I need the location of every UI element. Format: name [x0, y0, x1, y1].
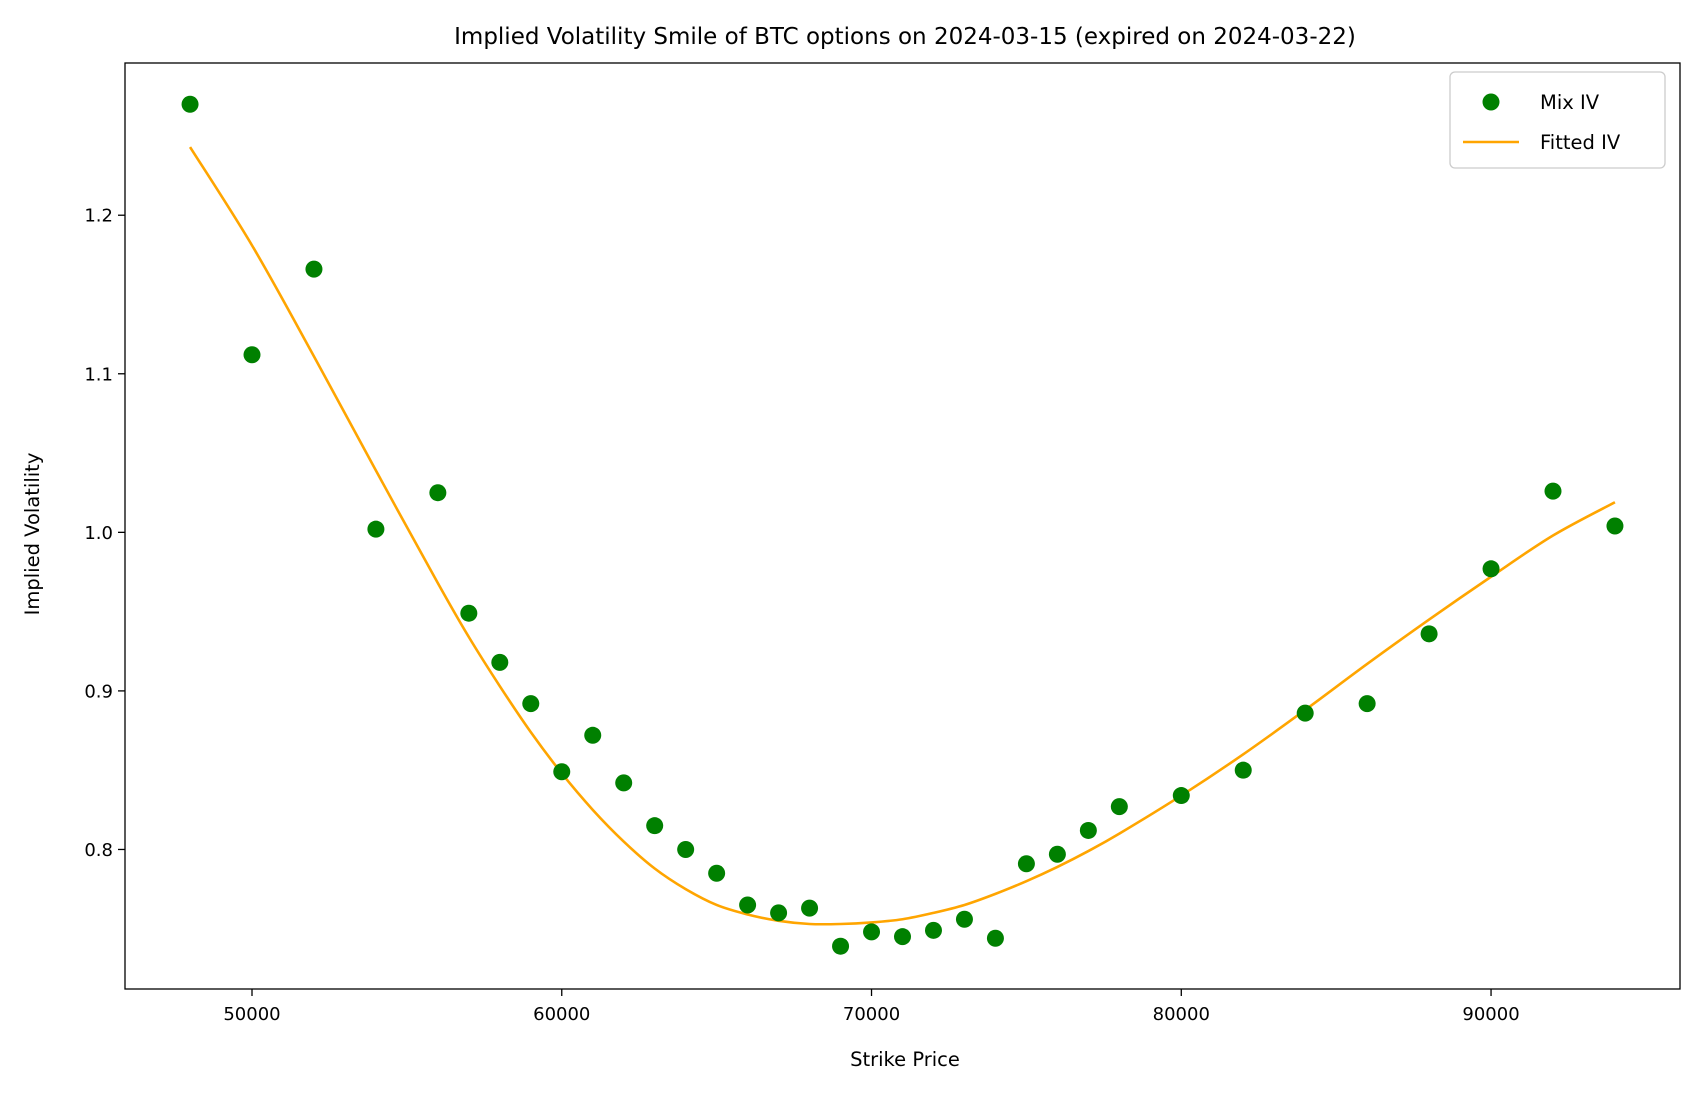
chart-title: Implied Volatility Smile of BTC options …	[454, 24, 1356, 50]
y-tick-label: 1.1	[84, 364, 113, 385]
mix-iv-point	[801, 899, 819, 917]
mix-iv-point	[522, 695, 540, 713]
mix-iv-point	[1172, 787, 1190, 805]
mix-iv-point	[553, 763, 571, 781]
mix-iv-point	[646, 817, 664, 835]
mix-iv-point	[429, 484, 447, 502]
mix-iv-point	[615, 774, 633, 792]
mix-iv-point	[955, 910, 973, 928]
fitted-iv-series	[188, 146, 1616, 926]
mix-iv-point	[1079, 821, 1097, 839]
mix-iv-point	[367, 520, 385, 538]
mix-iv-point	[1234, 761, 1252, 779]
mix-iv-point	[863, 923, 881, 941]
mix-iv-point	[894, 928, 911, 946]
mix-iv-point	[1544, 482, 1562, 500]
fitted-iv-line	[188, 146, 1616, 926]
mix-iv-point	[1110, 798, 1128, 816]
mix-iv-point	[181, 95, 199, 113]
legend: Mix IV Fitted IV	[1449, 71, 1666, 169]
mix-iv-point	[739, 896, 757, 914]
x-axis-label: Strike Price	[850, 1048, 960, 1071]
y-tick-label: 0.8	[84, 840, 113, 861]
mix-iv-point	[1606, 517, 1624, 535]
mix-iv-point	[1482, 560, 1500, 578]
mix-iv-point	[986, 929, 1004, 947]
mix-iv-point	[1048, 845, 1066, 863]
mix-iv-point	[677, 840, 695, 858]
x-tick-label: 70000	[843, 1004, 900, 1025]
x-tick-label: 80000	[1153, 1004, 1210, 1025]
mix-iv-point	[460, 604, 478, 622]
legend-fitted-iv-label: Fitted IV	[1540, 131, 1621, 154]
x-tick-label: 60000	[533, 1004, 590, 1025]
mix-iv-point	[770, 904, 788, 922]
y-tick-label: 0.9	[84, 681, 113, 702]
mix-iv-point	[1017, 855, 1035, 873]
legend-mix-iv-marker	[1482, 93, 1500, 111]
mix-iv-point	[832, 937, 850, 955]
mix-iv-point	[924, 921, 942, 939]
legend-box	[1449, 71, 1666, 169]
legend-mix-iv-label: Mix IV	[1540, 91, 1600, 114]
x-tick-label: 50000	[223, 1004, 280, 1025]
mix-iv-point	[243, 346, 261, 364]
plot-area	[181, 95, 1624, 955]
mix-iv-point	[1420, 625, 1438, 643]
y-axis-label: Implied Volatility	[21, 453, 44, 616]
plot-frame	[124, 62, 1681, 990]
y-tick-label: 1.0	[84, 523, 113, 544]
mix-iv-point	[1296, 704, 1314, 722]
mix-iv-series	[181, 95, 1624, 955]
axis-ticks: 50000 60000 70000 80000 90000 0.8 0.9 1.0 1.1 1.2	[84, 206, 1519, 1025]
mix-iv-point	[491, 653, 509, 671]
x-tick-label: 90000	[1462, 1004, 1519, 1025]
mix-iv-point	[305, 260, 323, 278]
mix-iv-point	[584, 726, 602, 744]
mix-iv-point	[1358, 695, 1376, 713]
mix-iv-point	[708, 864, 726, 882]
y-tick-label: 1.2	[84, 206, 113, 227]
